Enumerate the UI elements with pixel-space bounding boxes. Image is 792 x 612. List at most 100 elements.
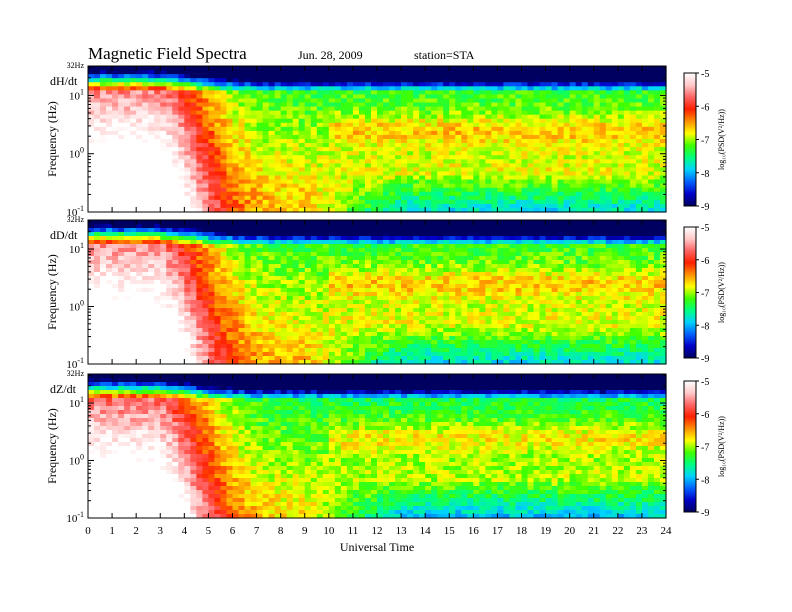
- heatmap-cell: [521, 207, 529, 213]
- heatmap-cell: [142, 167, 149, 173]
- heatmap-cell: [569, 167, 577, 173]
- heatmap-cell: [431, 110, 438, 116]
- heatmap-cell: [497, 183, 505, 189]
- heatmap-cell: [539, 110, 547, 116]
- heatmap-cell: [304, 82, 312, 87]
- heatmap-cell: [316, 312, 324, 317]
- heatmap-cell: [106, 288, 113, 293]
- heatmap-cell: [256, 252, 264, 257]
- heatmap-cell: [322, 232, 330, 237]
- heatmap-cell: [437, 187, 444, 193]
- heatmap-cell: [184, 220, 191, 225]
- heatmap-cell: [136, 171, 143, 177]
- heatmap-cell: [184, 143, 191, 148]
- heatmap-cell: [184, 224, 191, 229]
- heatmap-cell: [250, 264, 258, 269]
- heatmap-cell: [503, 130, 511, 136]
- heatmap-cell: [232, 203, 240, 209]
- heatmap-cell: [190, 94, 197, 100]
- heatmap-cell: [425, 126, 432, 132]
- heatmap-cell: [298, 159, 306, 164]
- heatmap-cell: [557, 139, 565, 144]
- heatmap-cell: [467, 155, 474, 160]
- heatmap-cell: [623, 147, 631, 152]
- heatmap-cell: [142, 348, 149, 353]
- heatmap-cell: [461, 70, 468, 75]
- heatmap-cell: [623, 114, 631, 120]
- heatmap-cell: [551, 86, 559, 91]
- heatmap-cell: [106, 94, 113, 100]
- heatmap-cell: [148, 272, 155, 277]
- heatmap-cell: [431, 114, 438, 120]
- heatmap-cell: [268, 110, 276, 116]
- heatmap-cell: [461, 78, 468, 83]
- heatmap-cell: [280, 304, 288, 309]
- heatmap-cell: [623, 106, 631, 112]
- heatmap-cell: [214, 147, 222, 152]
- heatmap-cell: [190, 340, 197, 345]
- heatmap-cell: [178, 360, 185, 365]
- heatmap-cell: [395, 151, 402, 156]
- heatmap-cell: [575, 187, 583, 193]
- heatmap-cell: [208, 183, 216, 189]
- heatmap-cell: [202, 195, 210, 201]
- heatmap-cell: [202, 70, 210, 75]
- heatmap-cell: [575, 66, 583, 71]
- heatmap-cell: [527, 106, 535, 112]
- heatmap-cell: [485, 143, 492, 148]
- heatmap-cell: [352, 106, 360, 112]
- heatmap-cell: [575, 114, 583, 120]
- heatmap-cell: [238, 139, 246, 144]
- heatmap-cell: [358, 139, 366, 144]
- heatmap-cell: [208, 110, 216, 116]
- heatmap-cell: [196, 175, 203, 181]
- heatmap-cell: [292, 324, 300, 329]
- heatmap-cell: [232, 147, 240, 152]
- heatmap-cell: [587, 171, 595, 177]
- heatmap-cell: [136, 207, 143, 213]
- heatmap-cell: [214, 220, 222, 225]
- heatmap-cell: [635, 199, 643, 205]
- heatmap-cell: [419, 130, 426, 136]
- heatmap-cell: [383, 163, 390, 168]
- heatmap-cell: [521, 199, 529, 205]
- heatmap-cell: [88, 268, 95, 273]
- heatmap-cell: [124, 228, 131, 233]
- heatmap-cell: [623, 187, 631, 193]
- heatmap-cell: [407, 167, 414, 173]
- heatmap-cell: [419, 78, 426, 83]
- heatmap-cell: [184, 195, 191, 201]
- heatmap-cell: [352, 171, 360, 177]
- heatmap-cell: [533, 171, 541, 177]
- heatmap-cell: [196, 304, 203, 309]
- heatmap-cell: [328, 151, 336, 156]
- heatmap-cell: [112, 272, 119, 277]
- heatmap-cell: [154, 167, 161, 173]
- heatmap-cell: [401, 187, 408, 193]
- heatmap-cell: [497, 90, 505, 95]
- heatmap-cell: [190, 187, 197, 193]
- heatmap-cell: [383, 134, 390, 140]
- heatmap-cell: [154, 159, 161, 164]
- heatmap-cell: [629, 122, 637, 128]
- heatmap-cell: [238, 304, 246, 309]
- heatmap-cell: [322, 248, 330, 253]
- heatmap-cell: [184, 232, 191, 237]
- heatmap-cell: [659, 207, 667, 213]
- heatmap-cell: [653, 102, 661, 108]
- heatmap-cell: [377, 118, 384, 124]
- heatmap-cell: [479, 183, 486, 189]
- heatmap-cell: [298, 276, 306, 281]
- heatmap-cell: [172, 199, 179, 205]
- heatmap-cell: [449, 207, 456, 213]
- heatmap-cell: [461, 163, 468, 168]
- heatmap-cell: [166, 191, 173, 197]
- heatmap-cell: [617, 114, 625, 120]
- heatmap-cell: [557, 70, 565, 75]
- heatmap-cell: [214, 78, 222, 83]
- heatmap-cell: [154, 352, 161, 357]
- heatmap-cell: [316, 114, 324, 120]
- heatmap-cell: [527, 207, 535, 213]
- heatmap-cell: [166, 207, 173, 213]
- heatmap-cell: [88, 324, 95, 329]
